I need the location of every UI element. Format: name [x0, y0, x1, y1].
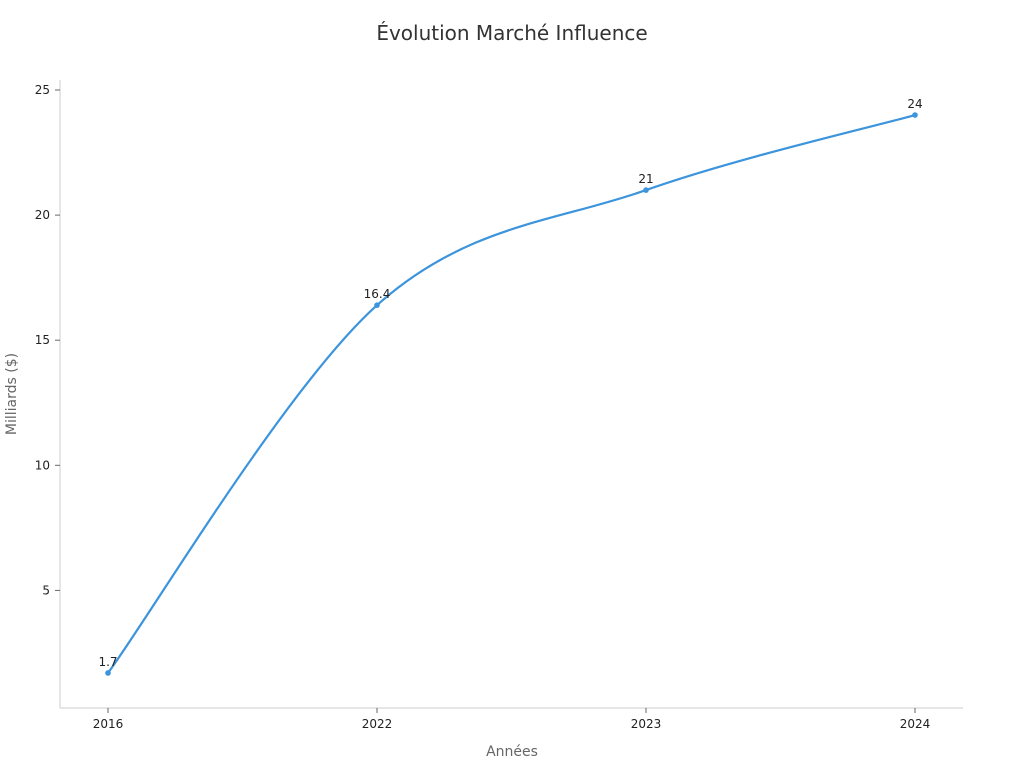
x-tick-label: 2022: [362, 717, 393, 731]
series-line: [107, 113, 916, 674]
x-tick-label: 2024: [900, 717, 931, 731]
data-point: [374, 302, 380, 308]
y-axis-label: Milliards ($): [4, 353, 20, 435]
data-label: 24: [907, 97, 922, 111]
y-tick-label: 25: [35, 83, 50, 97]
series-group: 1.7 16.4 21 24: [98, 97, 923, 676]
x-axis-label: Années: [486, 744, 538, 760]
y-tick-label: 15: [35, 333, 50, 347]
y-tick-label: 10: [35, 458, 50, 472]
data-label: 16.4: [364, 287, 391, 301]
chart-title: Évolution Marché Influence: [376, 21, 647, 45]
axes: 5 10 15 20 25 2016 2022 2023 2024: [35, 80, 963, 731]
data-point: [643, 187, 649, 193]
x-tick-label: 2016: [93, 717, 124, 731]
data-label: 1.7: [98, 655, 117, 669]
x-tick-label: 2023: [631, 717, 662, 731]
y-tick-label: 20: [35, 208, 50, 222]
data-point: [105, 670, 111, 676]
data-point: [912, 112, 918, 118]
y-tick-label: 5: [42, 583, 50, 597]
data-label: 21: [638, 172, 653, 186]
